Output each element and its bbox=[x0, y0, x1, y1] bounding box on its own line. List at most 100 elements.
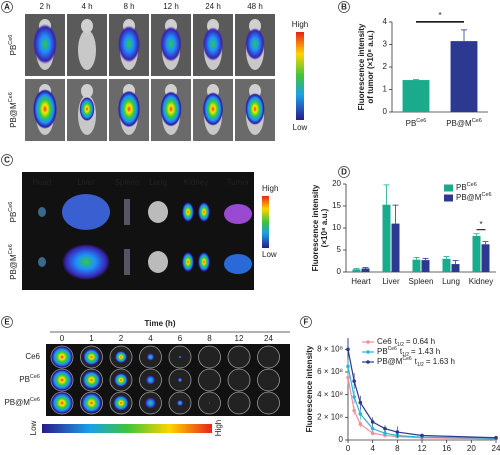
bar bbox=[391, 223, 400, 272]
dish bbox=[227, 368, 251, 392]
half-life-value: = 1.43 h bbox=[411, 347, 440, 356]
bar bbox=[450, 41, 478, 112]
bar bbox=[382, 204, 391, 272]
half-life-value: = 1.63 h bbox=[426, 357, 455, 366]
legend-marker bbox=[366, 350, 370, 354]
mouse-head bbox=[81, 19, 93, 33]
row-label-sup: Ce6 bbox=[30, 374, 40, 380]
dish bbox=[257, 391, 280, 415]
legend-name: PB bbox=[377, 347, 388, 356]
row-label: PBCe6 bbox=[8, 202, 18, 223]
legend-marker bbox=[366, 360, 370, 364]
y-tick-label: 4 bbox=[383, 17, 388, 26]
x-tick-label: 0 bbox=[346, 444, 351, 453]
fluorescence bbox=[202, 27, 224, 61]
panel-label-circle bbox=[338, 166, 350, 178]
legend-sup: Ce6 bbox=[402, 356, 411, 362]
x-tick-label: 4 bbox=[370, 444, 375, 453]
fluorescence bbox=[145, 397, 156, 409]
dish bbox=[198, 345, 221, 369]
y-tick-label: 6 × 10⁸ bbox=[317, 367, 343, 376]
marker bbox=[358, 412, 363, 416]
scale-high: High bbox=[292, 20, 308, 29]
row-label-base: Ce6 bbox=[25, 352, 40, 361]
y-tick-label: 5 bbox=[337, 245, 342, 254]
legend-label: PB@MCe6 t1/2 = 1.63 h bbox=[377, 356, 455, 368]
fluorescence bbox=[114, 350, 128, 364]
fluorescence bbox=[81, 392, 102, 414]
fluorescence bbox=[51, 369, 73, 391]
x-tick-label: 20 bbox=[467, 444, 476, 453]
scale-high: High bbox=[214, 420, 223, 436]
organ bbox=[224, 254, 252, 274]
panel-label-circle bbox=[1, 1, 13, 13]
organ bbox=[182, 252, 194, 272]
legend-label-sup: Ce6 bbox=[481, 192, 491, 198]
organ bbox=[38, 257, 46, 267]
panel-label: A bbox=[4, 3, 10, 12]
fluorescence bbox=[113, 395, 129, 411]
time-label: 12 bbox=[235, 334, 244, 343]
panel-title: Time (h) bbox=[145, 319, 176, 328]
organ bbox=[198, 252, 210, 272]
y-tick-label: 0 bbox=[339, 435, 344, 444]
row-label: PB@MCe6 bbox=[8, 92, 18, 128]
half-life-sub: 1/2 bbox=[397, 342, 404, 348]
time-label: 24 h bbox=[205, 2, 221, 11]
bar bbox=[361, 268, 370, 272]
fluorescence bbox=[51, 346, 73, 368]
dish bbox=[227, 391, 251, 415]
time-label: 1 bbox=[89, 334, 94, 343]
fluorescence bbox=[177, 377, 183, 383]
fluorescence bbox=[145, 375, 156, 385]
legend-label: Ce6 t1/2 = 0.64 h bbox=[377, 337, 435, 348]
fluorescence bbox=[113, 372, 129, 388]
y-axis-label: of tumor (×10⁸ a.u.) bbox=[366, 30, 375, 104]
dish bbox=[227, 345, 251, 369]
half-life-symbol: t bbox=[415, 357, 418, 366]
time-label: 0 bbox=[60, 334, 65, 343]
marker bbox=[352, 408, 356, 413]
bar bbox=[472, 235, 481, 272]
mouse-head bbox=[81, 84, 93, 98]
fluorescence bbox=[208, 402, 211, 404]
fluorescence bbox=[245, 28, 265, 60]
row-label-base: PB@M bbox=[9, 254, 18, 280]
fluorescence bbox=[202, 92, 224, 126]
y-tick-label: 1 bbox=[383, 85, 388, 94]
fluorescence bbox=[117, 25, 141, 63]
image-bg bbox=[22, 172, 254, 290]
fluorescence bbox=[33, 89, 57, 129]
panel-label: E bbox=[4, 318, 10, 327]
marker bbox=[494, 435, 498, 440]
row-label: PBCe6 bbox=[19, 374, 40, 384]
row-label-sup: Ce6 bbox=[8, 244, 14, 254]
dish bbox=[257, 368, 280, 392]
y-axis-label: Fluorescence intensity bbox=[305, 345, 314, 432]
legend-label-sup: Ce6 bbox=[467, 182, 477, 188]
row-label: PBCe6 bbox=[8, 35, 18, 56]
bar bbox=[481, 244, 490, 272]
time-label: 24 bbox=[264, 334, 273, 343]
bar bbox=[421, 260, 430, 272]
y-tick-label: 20 bbox=[332, 179, 341, 188]
marker bbox=[352, 395, 356, 399]
organ-label: Kidney bbox=[184, 178, 208, 187]
x-tick-label-base: PB@M bbox=[446, 119, 472, 128]
y-tick-label: 0 bbox=[337, 267, 342, 276]
scale-high: High bbox=[262, 184, 278, 193]
organ bbox=[224, 204, 252, 224]
half-life-sub: 1/2 bbox=[402, 352, 409, 358]
row-label-sup: Ce6 bbox=[30, 397, 40, 403]
significance: * bbox=[438, 11, 441, 20]
y-axis-label: (×10⁸ a.u.) bbox=[320, 208, 329, 247]
x-tick-label: 12 bbox=[418, 444, 427, 453]
y-tick-label: 8 × 10⁸ bbox=[317, 344, 343, 353]
x-tick-label: 24 bbox=[492, 444, 500, 453]
y-tick-label: 2 × 10⁸ bbox=[317, 412, 343, 421]
time-label: 4 bbox=[148, 334, 153, 343]
panel-label: C bbox=[4, 156, 10, 165]
row-label-sup: Ce6 bbox=[8, 92, 14, 102]
x-tick-label: Kidney bbox=[469, 277, 493, 286]
time-label: 8 h bbox=[123, 2, 134, 11]
